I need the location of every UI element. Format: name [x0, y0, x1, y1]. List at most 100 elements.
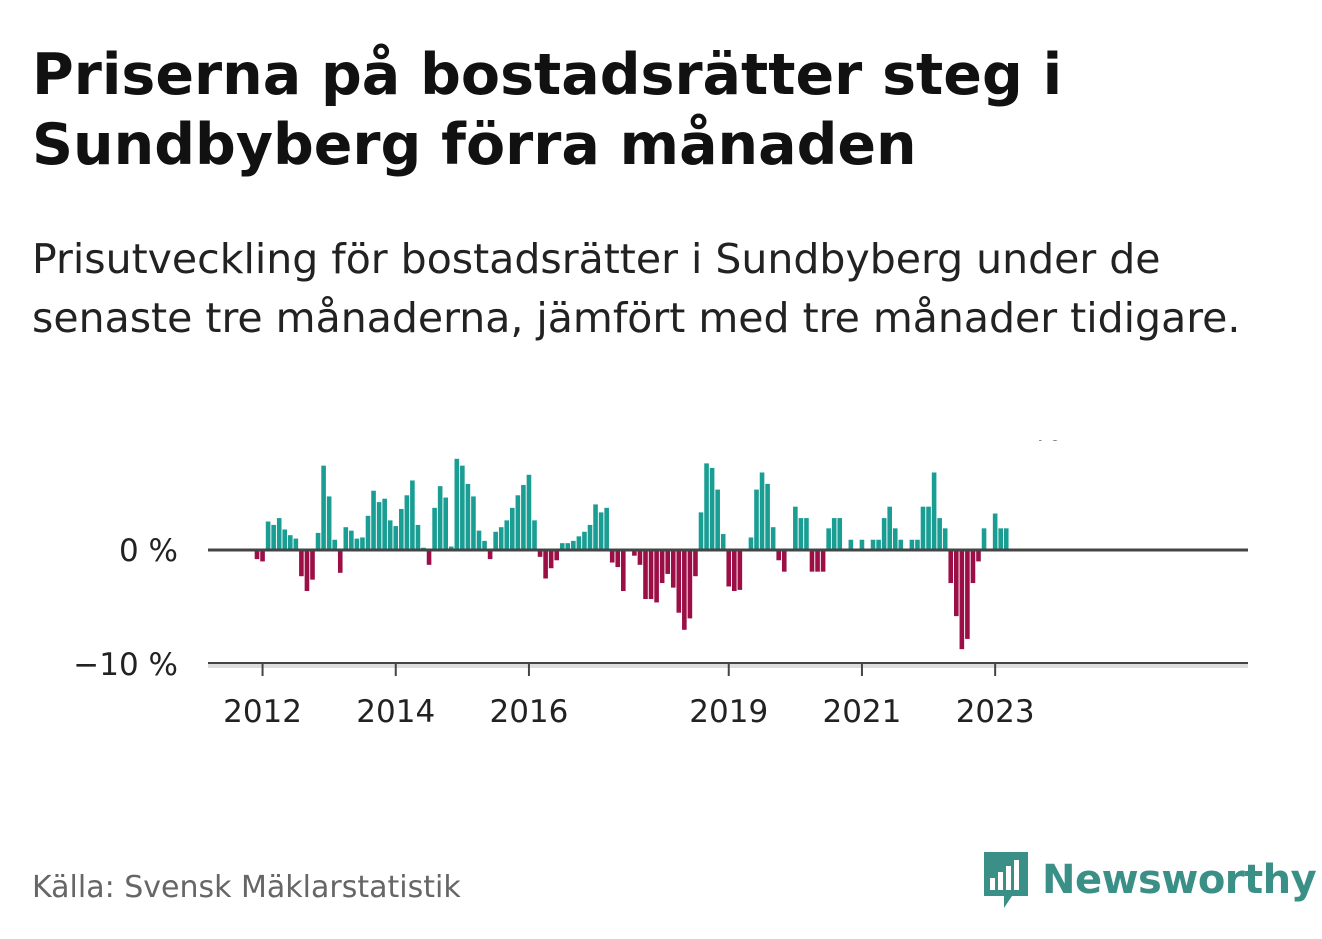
bar: [537, 550, 543, 557]
bar: [504, 520, 510, 550]
bar: [576, 536, 582, 550]
bar: [487, 550, 493, 560]
bar: [376, 502, 382, 550]
bar: [754, 489, 759, 550]
bar: [776, 550, 781, 561]
bar: [948, 550, 954, 584]
bar: [571, 540, 576, 550]
bar: [665, 550, 670, 574]
price-change-chart: 0 % −10 % 2012 2014 2016 2019 2021 2023 2 %: [73, 440, 1248, 730]
bar: [809, 550, 815, 572]
bar: [682, 550, 687, 630]
bar: [965, 550, 970, 639]
bar: [299, 550, 304, 577]
bar: [437, 486, 443, 550]
bar: [587, 524, 593, 550]
bar: [454, 458, 460, 550]
bar: [448, 546, 454, 550]
bar: [770, 527, 776, 550]
source-note: Källa: Svensk Mäklarstatistik: [32, 870, 461, 905]
bar: [804, 518, 809, 550]
bar: [970, 550, 976, 584]
bar: [998, 528, 1003, 550]
bar: [399, 508, 404, 550]
bar: [887, 506, 892, 550]
bar: [937, 518, 942, 550]
bar: [510, 507, 515, 550]
bar: [931, 472, 937, 550]
bars-group: [254, 458, 1009, 650]
bar: [670, 550, 676, 588]
bar: [559, 543, 565, 550]
bar: [582, 531, 587, 550]
bar: [343, 527, 349, 550]
bar: [615, 550, 621, 568]
bar: [659, 550, 665, 584]
bar: [543, 550, 548, 579]
bar: [881, 518, 887, 550]
bar: [326, 496, 332, 550]
bar: [870, 539, 876, 550]
bar: [926, 506, 931, 550]
bar: [693, 550, 698, 577]
bar: [632, 550, 637, 556]
brand-logo[interactable]: Newsworthy: [982, 850, 1317, 910]
bar: [609, 550, 615, 563]
bar: [820, 550, 826, 572]
bar: [720, 534, 726, 550]
x-axis-labels: 2012 2014 2016 2019 2021 2023: [223, 664, 1035, 730]
bar: [732, 550, 737, 592]
bar: [715, 489, 720, 550]
bar: [676, 550, 682, 613]
bar: [387, 520, 393, 550]
x-tick-label: 2019: [689, 694, 768, 730]
bar: [621, 550, 626, 592]
bar: [465, 483, 471, 550]
bar: [992, 513, 998, 550]
bar: [260, 550, 265, 562]
bar: [687, 550, 693, 619]
bar: [826, 528, 831, 550]
bar: [548, 550, 554, 569]
bar: [704, 463, 709, 550]
bar: [593, 504, 598, 550]
x-tick-label: 2016: [489, 694, 568, 730]
bar: [393, 526, 399, 550]
bar: [976, 550, 981, 562]
bar: [598, 512, 604, 550]
bar: [337, 550, 343, 573]
bar: [382, 498, 387, 550]
x-tick-label: 2023: [956, 694, 1035, 730]
bar: [460, 465, 465, 550]
bar: [304, 550, 310, 592]
bar: [265, 521, 271, 550]
bar: [293, 538, 299, 550]
bar: [482, 540, 487, 550]
bar: [521, 485, 526, 550]
bar: [310, 550, 315, 580]
bar: [493, 531, 498, 550]
bar: [915, 539, 920, 550]
bar: [1003, 528, 1009, 550]
y-tick-label: −10 %: [73, 647, 178, 683]
bar: [898, 539, 904, 550]
bar: [793, 506, 798, 550]
brand-name: Newsworthy: [1042, 857, 1317, 903]
bar: [954, 550, 959, 617]
bar: [959, 550, 965, 650]
bar: [698, 512, 704, 550]
bar: [654, 550, 659, 603]
x-tick-label: 2014: [356, 694, 435, 730]
bar: [404, 495, 410, 550]
bar: [643, 550, 648, 600]
bar: [471, 496, 476, 550]
bar: [354, 538, 360, 550]
bar: [554, 550, 559, 561]
bar: [737, 550, 743, 590]
bar: [532, 520, 537, 550]
bar: [920, 506, 926, 550]
bar: [282, 529, 288, 550]
bar: [515, 495, 521, 550]
bar: [726, 550, 732, 587]
bar: [837, 518, 843, 550]
